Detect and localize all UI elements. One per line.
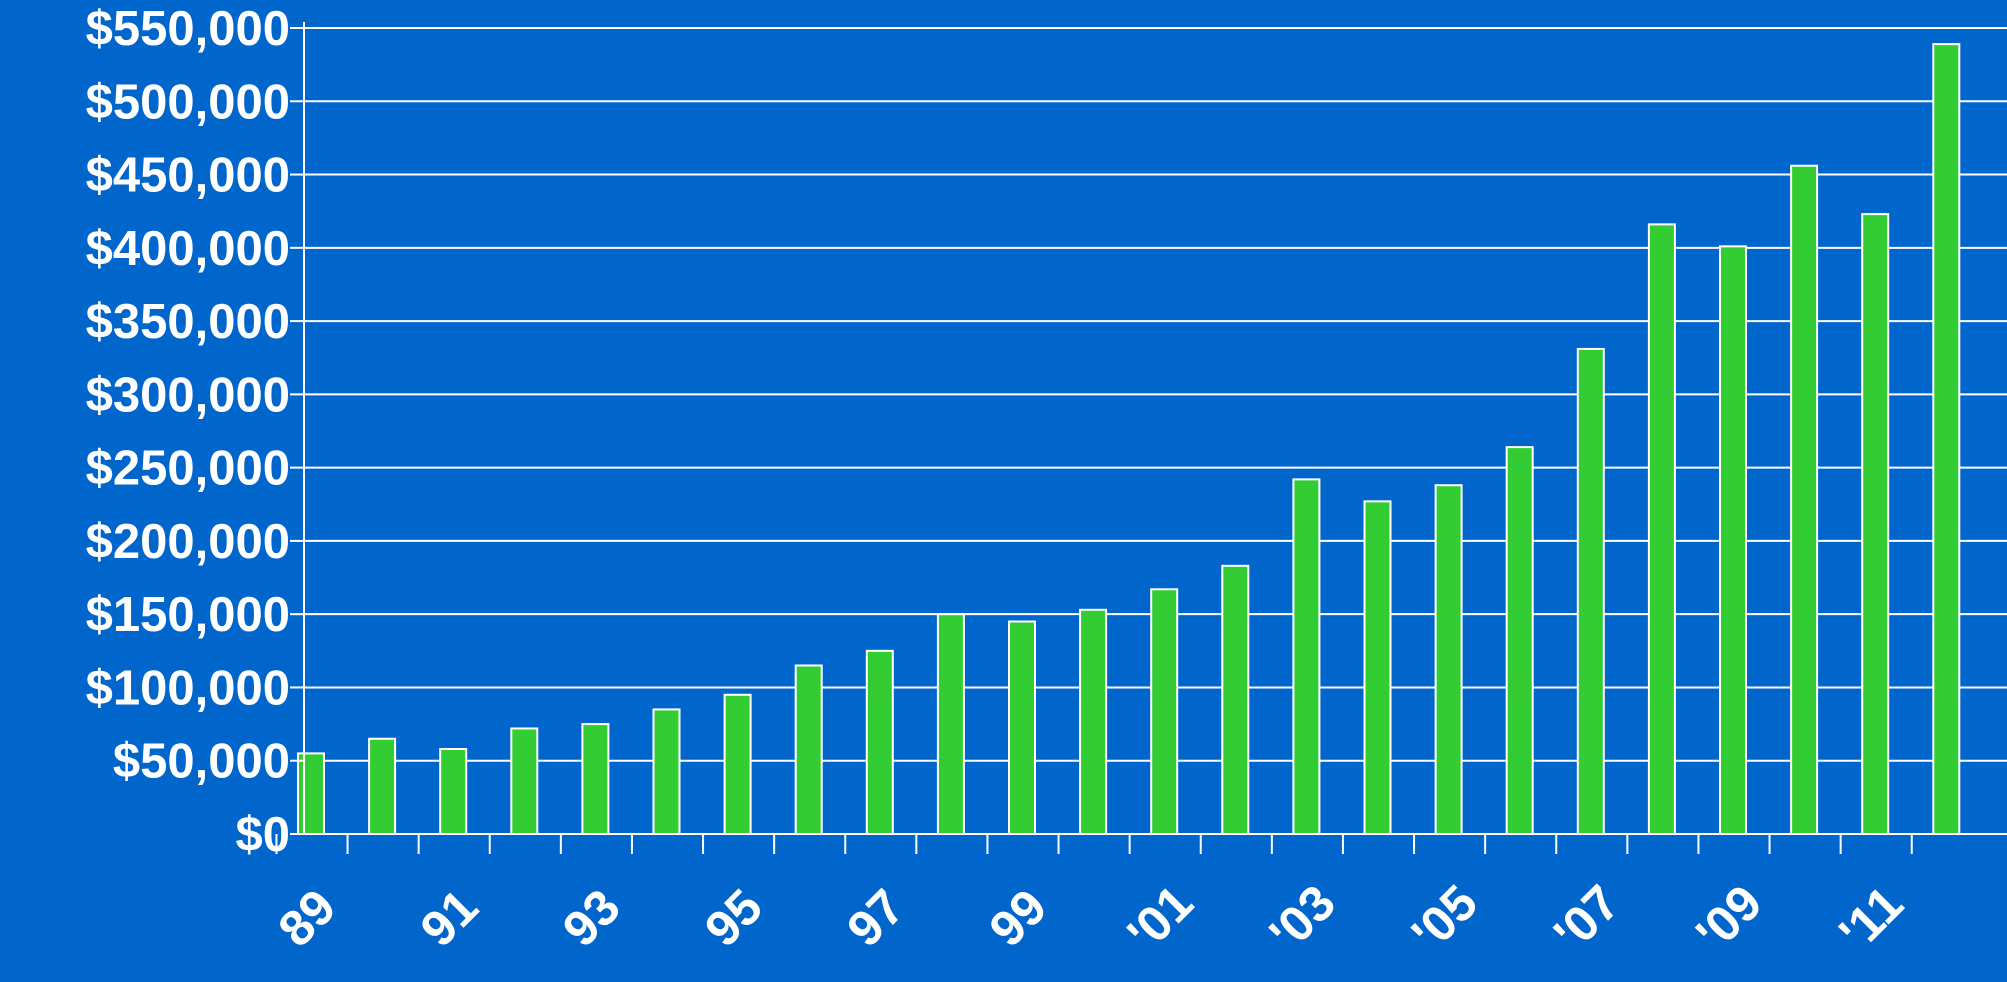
bar [936,613,965,835]
x-tick-label: '01 [1117,874,1204,961]
x-tick-label: '03 [1259,874,1346,961]
bar [652,708,681,835]
y-tick-label: $0 [235,808,290,862]
y-tick-label: $550,000 [86,2,290,56]
bars [297,43,1961,836]
bar [1719,245,1747,835]
bar [1932,43,1961,836]
y-tick-label: $400,000 [86,222,290,276]
bar [794,664,823,835]
x-tick-labels: 89 91 93 95 97 99 '01 '03 '05 '07 '09 '11 [268,874,1914,961]
bar [1008,620,1036,835]
x-tick-label: '05 [1401,874,1488,961]
bar [368,737,397,836]
bar [439,748,468,836]
y-tick-label: $100,000 [86,661,290,715]
y-tick-label: $350,000 [86,295,290,349]
y-tick-label: $50,000 [113,735,290,789]
y-tick-label: $450,000 [86,149,290,203]
x-tick-label: 89 [268,879,347,958]
bar [1790,164,1819,835]
bar [865,649,894,835]
x-tick-label: 93 [552,879,631,958]
x-tick-label: 91 [410,879,489,958]
axes [275,22,2007,854]
bar [1150,588,1179,836]
bar [1079,608,1108,835]
x-tick-label: 97 [836,879,915,958]
bar [1576,347,1605,835]
bar [1861,213,1890,835]
y-tick-labels: $0 $50,000 $100,000 $150,000 $200,000 $250,00… [86,2,290,862]
bar [1505,446,1534,835]
x-tick-label: '11 [1828,875,1913,960]
bar [723,693,752,835]
x-tick-label: 99 [979,879,1058,958]
x-tick-label: 95 [694,879,773,958]
bar [1221,564,1250,836]
bar [1363,500,1392,835]
y-tick-label: $250,000 [86,442,290,496]
gridlines [304,27,2007,762]
y-tick-label: $300,000 [86,368,290,422]
x-tick-label: '09 [1685,874,1772,961]
x-tick-label: '07 [1543,874,1630,961]
bar [510,727,539,835]
bar [1292,478,1321,835]
y-tick-label: $150,000 [86,588,290,642]
bar [297,752,325,836]
y-tick-label: $500,000 [86,75,290,129]
y-tick-label: $200,000 [86,515,290,569]
bar [1647,223,1676,835]
bar [581,723,610,835]
bar [1434,484,1463,835]
